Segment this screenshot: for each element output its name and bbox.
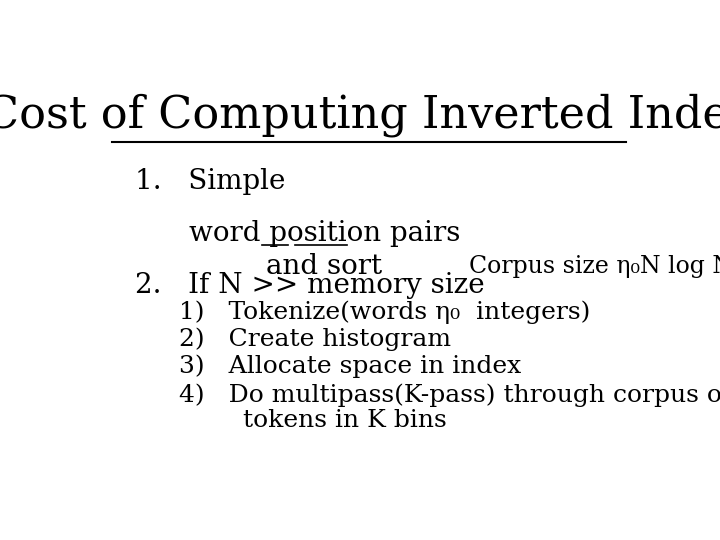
Text: Corpus size η₀N log N: Corpus size η₀N log N: [469, 255, 720, 278]
Text: 4)   Do multipass(K-pass) through corpus only adding: 4) Do multipass(K-pass) through corpus o…: [179, 383, 720, 407]
Text: Cost of Computing Inverted Index: Cost of Computing Inverted Index: [0, 93, 720, 137]
Text: tokens in K bins: tokens in K bins: [179, 409, 447, 432]
Text: 1.   Simple: 1. Simple: [135, 168, 285, 195]
Text: 1)   Tokenize(words η₀  integers): 1) Tokenize(words η₀ integers): [179, 300, 590, 324]
Text: 2)   Create histogram: 2) Create histogram: [179, 327, 451, 351]
Text: 3)   Allocate space in index: 3) Allocate space in index: [179, 354, 521, 378]
Text: and sort: and sort: [266, 253, 382, 280]
Text: 2.   If N >> memory size: 2. If N >> memory size: [135, 272, 485, 299]
Text: word position pairs: word position pairs: [189, 220, 460, 247]
